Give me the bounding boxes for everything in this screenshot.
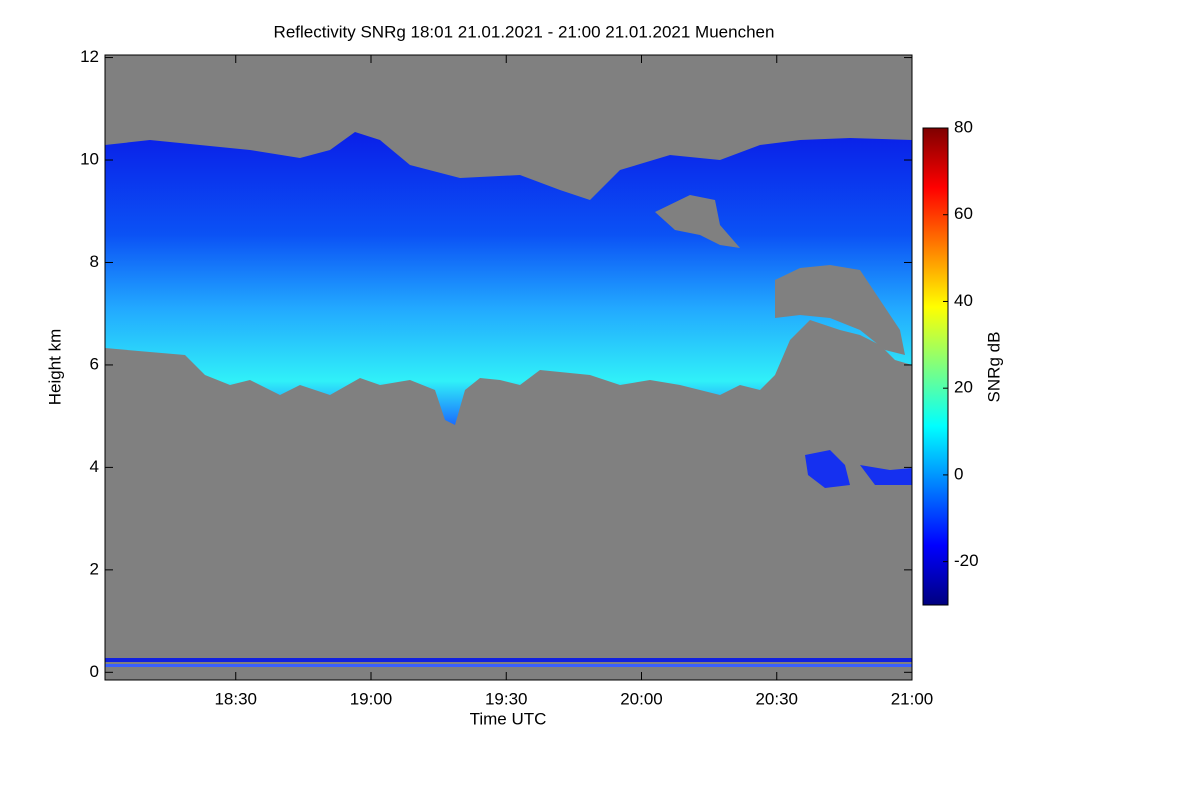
y-tick-label: 2 <box>90 559 99 578</box>
low-echo <box>805 450 850 488</box>
x-axis-label: Time UTC <box>470 709 547 728</box>
clutter-echo <box>105 658 912 662</box>
echo-field <box>105 132 912 667</box>
y-tick-label: 0 <box>90 662 99 681</box>
x-tick-label: 19:30 <box>485 689 528 708</box>
gap-echo <box>655 195 740 248</box>
colorbar-tick-label: 60 <box>954 204 973 223</box>
colorbar-label: SNRg dB <box>984 332 1003 403</box>
y-tick-label: 6 <box>90 354 99 373</box>
x-tick-label: 21:00 <box>891 689 934 708</box>
x-tick-label: 18:30 <box>214 689 257 708</box>
x-tick-label: 19:00 <box>350 689 393 708</box>
colorbar-tick-label: 40 <box>954 291 973 310</box>
x-tick-label: 20:30 <box>755 689 798 708</box>
y-tick-label: 10 <box>80 150 99 169</box>
x-tick-label: 20:00 <box>620 689 663 708</box>
y-tick-label: 4 <box>90 457 99 476</box>
colorbar <box>922 127 949 606</box>
y-tick-label: 12 <box>80 47 99 66</box>
y-axis-label: Height km <box>45 329 64 406</box>
colorbar-tick-label: 20 <box>954 378 973 397</box>
clutter-echo <box>105 664 912 667</box>
low-echo <box>860 465 912 485</box>
colorbar-tick-label: 0 <box>954 464 963 483</box>
gap-echo <box>775 265 905 355</box>
y-tick-label: 8 <box>90 252 99 271</box>
colorbar-tick-label: 80 <box>954 117 973 136</box>
plot-frame <box>104 54 913 681</box>
colorbar-tick-label: -20 <box>954 551 979 570</box>
chart-title: Reflectivity SNRg 18:01 21.01.2021 - 21:… <box>274 22 775 41</box>
